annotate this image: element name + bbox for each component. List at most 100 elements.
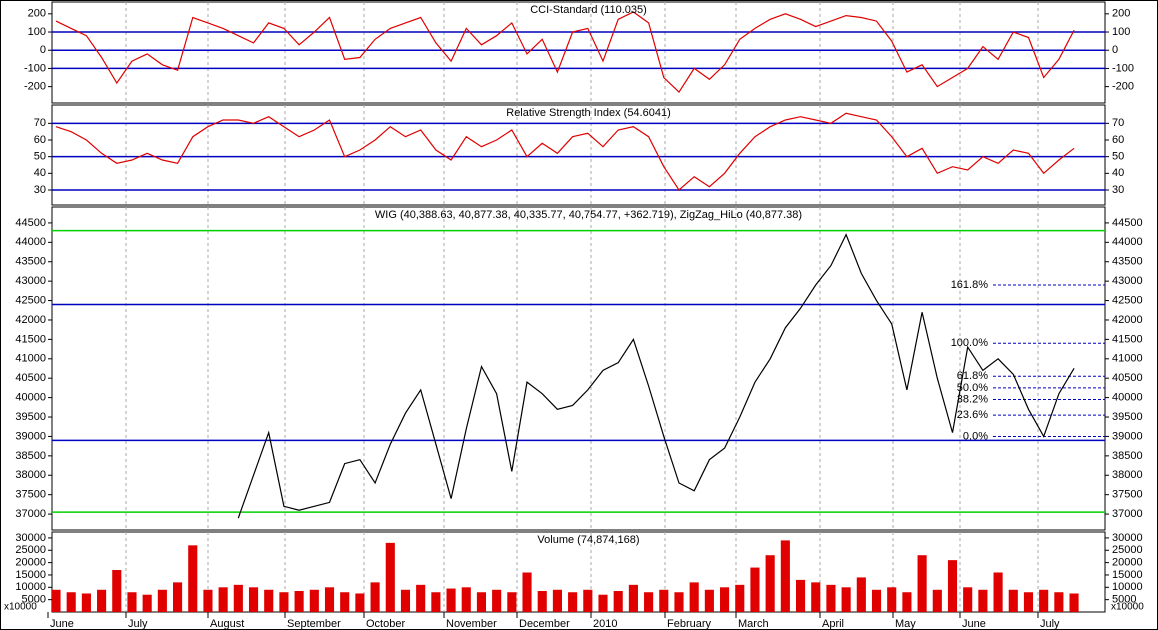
y-tick-label: 5000 bbox=[1112, 594, 1136, 606]
y-tick-label: 200 bbox=[1112, 8, 1130, 20]
axis-note: x10000 bbox=[1111, 602, 1144, 613]
y-tick-label: 25000 bbox=[1112, 544, 1143, 556]
y-tick-label: 60 bbox=[1112, 134, 1124, 146]
bar bbox=[324, 587, 335, 612]
y-tick-label: 30 bbox=[34, 184, 46, 196]
y-tick-label: 39500 bbox=[1112, 411, 1143, 423]
bar bbox=[674, 592, 684, 612]
y-tick-label: 43500 bbox=[15, 256, 46, 268]
bar bbox=[385, 542, 395, 612]
x-tick-label: August bbox=[210, 618, 244, 630]
bar bbox=[552, 589, 562, 612]
x-tick-label: March bbox=[738, 618, 769, 630]
bar bbox=[993, 572, 1003, 612]
x-tick-label: June bbox=[50, 618, 74, 630]
y-tick-label: 38000 bbox=[15, 469, 46, 481]
y-tick-label: 39000 bbox=[1112, 430, 1143, 442]
bar bbox=[978, 589, 988, 612]
y-tick-label: 10000 bbox=[15, 581, 46, 593]
y-tick-label: 200 bbox=[28, 8, 46, 20]
y-tick-label: 70 bbox=[34, 117, 46, 129]
y-tick-label: 0 bbox=[1112, 44, 1118, 56]
bar bbox=[537, 591, 547, 612]
bar bbox=[932, 589, 942, 612]
y-tick-label: 41500 bbox=[1112, 333, 1143, 345]
bar bbox=[507, 592, 517, 612]
y-tick-label: 50 bbox=[1112, 151, 1124, 163]
x-tick-label: May bbox=[895, 618, 916, 630]
bar bbox=[522, 572, 532, 612]
y-tick-label: 50 bbox=[34, 151, 46, 163]
y-tick-label: 42000 bbox=[1112, 314, 1143, 326]
bar bbox=[613, 591, 623, 612]
bar bbox=[720, 587, 730, 612]
y-tick-label: 30000 bbox=[1112, 532, 1143, 544]
series-line bbox=[55, 11, 1075, 94]
bar bbox=[233, 584, 243, 612]
fib-label: 0.0% bbox=[963, 430, 988, 442]
y-tick-label: 40500 bbox=[15, 372, 46, 384]
plot bbox=[55, 112, 1075, 191]
y-tick-label: 38500 bbox=[15, 450, 46, 462]
x-tick-label: 2010 bbox=[593, 618, 617, 630]
bar bbox=[826, 584, 836, 612]
bar bbox=[659, 589, 669, 612]
y-tick-label: 37000 bbox=[1112, 508, 1143, 520]
bar bbox=[1069, 593, 1079, 612]
bar bbox=[704, 589, 714, 612]
bar bbox=[917, 555, 927, 612]
bar bbox=[947, 560, 958, 612]
bar bbox=[97, 589, 107, 612]
bar bbox=[871, 589, 882, 612]
bar bbox=[264, 589, 274, 612]
x-tick-label: June bbox=[962, 618, 986, 630]
bar bbox=[81, 593, 91, 612]
bar bbox=[598, 594, 608, 612]
bar bbox=[644, 592, 654, 612]
series-line bbox=[237, 233, 1075, 519]
y-tick-label: 37500 bbox=[15, 489, 46, 501]
bar bbox=[127, 592, 137, 612]
bar bbox=[279, 592, 289, 612]
bar bbox=[1023, 592, 1034, 612]
y-tick-label: 5000 bbox=[22, 594, 46, 606]
panel-title: WIG (40,388.63, 40,877.38, 40,335.77, 40… bbox=[375, 209, 802, 221]
bar bbox=[446, 588, 456, 612]
panel bbox=[51, 104, 1106, 206]
y-tick-label: 39000 bbox=[15, 430, 46, 442]
bar bbox=[902, 592, 912, 612]
y-tick-label: 43000 bbox=[1112, 275, 1143, 287]
y-tick-label: -200 bbox=[1112, 81, 1134, 93]
bar bbox=[735, 584, 745, 612]
y-tick-label: 43000 bbox=[15, 275, 46, 287]
fib-label: 38.2% bbox=[957, 393, 988, 405]
y-tick-label: 40500 bbox=[1112, 372, 1143, 384]
bar bbox=[887, 587, 897, 612]
bar bbox=[142, 594, 152, 612]
fib-label: 161.8% bbox=[951, 279, 989, 291]
bar bbox=[963, 587, 973, 612]
y-tick-label: 42500 bbox=[15, 294, 46, 306]
bar bbox=[52, 589, 61, 612]
bar bbox=[583, 589, 593, 612]
y-tick-label: 38000 bbox=[1112, 469, 1143, 481]
x-tick-label: September bbox=[287, 618, 341, 630]
bar bbox=[188, 545, 198, 612]
bar bbox=[750, 567, 760, 612]
bar bbox=[173, 582, 183, 612]
y-tick-label: 25000 bbox=[15, 544, 46, 556]
fib-label: 61.8% bbox=[957, 370, 988, 382]
y-tick-label: 37500 bbox=[1112, 489, 1143, 501]
bar bbox=[568, 592, 578, 612]
y-tick-label: 20000 bbox=[15, 557, 46, 569]
bar bbox=[461, 587, 471, 612]
bar bbox=[628, 584, 638, 612]
panel bbox=[51, 206, 1106, 531]
plot bbox=[237, 233, 1075, 519]
y-tick-label: 10000 bbox=[1112, 581, 1143, 593]
bar bbox=[370, 582, 380, 612]
bar bbox=[856, 577, 866, 612]
y-tick-label: 100 bbox=[28, 26, 46, 38]
bar bbox=[811, 582, 821, 612]
